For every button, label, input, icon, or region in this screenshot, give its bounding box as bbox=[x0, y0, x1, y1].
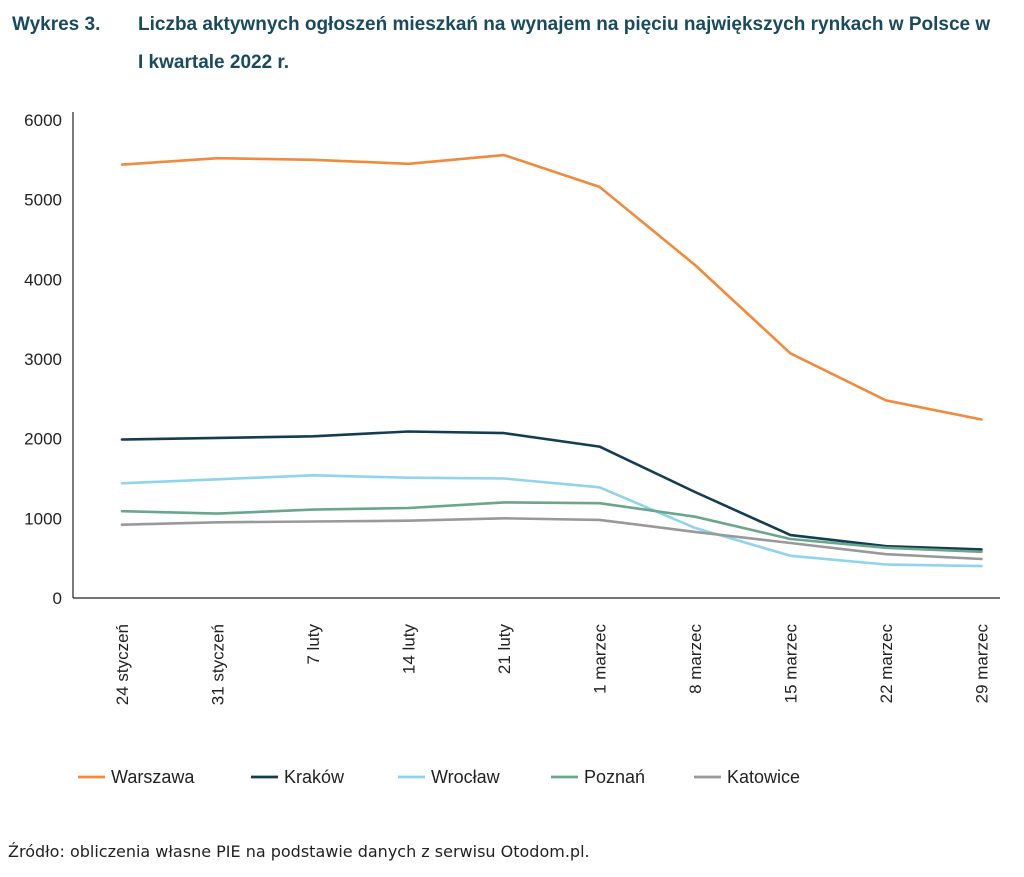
legend-label: Kraków bbox=[284, 767, 345, 787]
x-tick-label: 7 luty bbox=[304, 624, 323, 665]
y-tick-label: 3000 bbox=[24, 350, 62, 369]
series-line-katowice bbox=[120, 516, 983, 561]
y-tick-labels: 0 1000 2000 3000 4000 5000 6000 bbox=[24, 111, 62, 608]
x-tick-label: 22 marzec bbox=[877, 624, 896, 704]
x-tick-label: 24 styczeń bbox=[113, 624, 132, 705]
series-line-warszawa bbox=[120, 153, 983, 421]
x-tick-label: 15 marzec bbox=[782, 624, 801, 704]
x-tick-label: 21 luty bbox=[495, 624, 514, 675]
legend-label: Wrocław bbox=[431, 767, 501, 787]
chart-title: Liczba aktywnych ogłoszeń mieszkań na wy… bbox=[138, 14, 991, 73]
series-line-poznań bbox=[120, 501, 983, 554]
x-tick-labels: 24 styczeń 31 styczeń 7 luty 14 luty 21 luty… bbox=[113, 624, 992, 706]
series-line-kraków bbox=[120, 430, 983, 551]
x-tick-label: 8 marzec bbox=[686, 624, 705, 694]
source-note: Źródło: obliczenia własne PIE na podstaw… bbox=[8, 842, 590, 861]
chart-axes bbox=[72, 112, 1000, 599]
x-tick-label: 14 luty bbox=[400, 624, 419, 675]
x-tick-label: 29 marzec bbox=[973, 624, 992, 704]
y-tick-label: 0 bbox=[53, 589, 62, 608]
y-tick-label: 4000 bbox=[24, 270, 62, 289]
series-line-wrocław bbox=[120, 473, 983, 568]
figure-label: Wykres 3. bbox=[12, 14, 101, 35]
y-tick-label: 6000 bbox=[24, 111, 62, 130]
x-tick-label: 31 styczeń bbox=[209, 624, 228, 705]
series-lines bbox=[120, 153, 983, 568]
y-tick-label: 1000 bbox=[24, 509, 62, 528]
legend: Warszawa Kraków Wrocław Poznań Katowice bbox=[78, 767, 800, 787]
y-tick-label: 5000 bbox=[24, 191, 62, 210]
legend-label: Warszawa bbox=[111, 767, 195, 787]
legend-label: Poznań bbox=[584, 767, 645, 787]
x-tick-label: 1 marzec bbox=[591, 624, 610, 694]
legend-label: Katowice bbox=[727, 767, 800, 787]
y-tick-label: 2000 bbox=[24, 430, 62, 449]
